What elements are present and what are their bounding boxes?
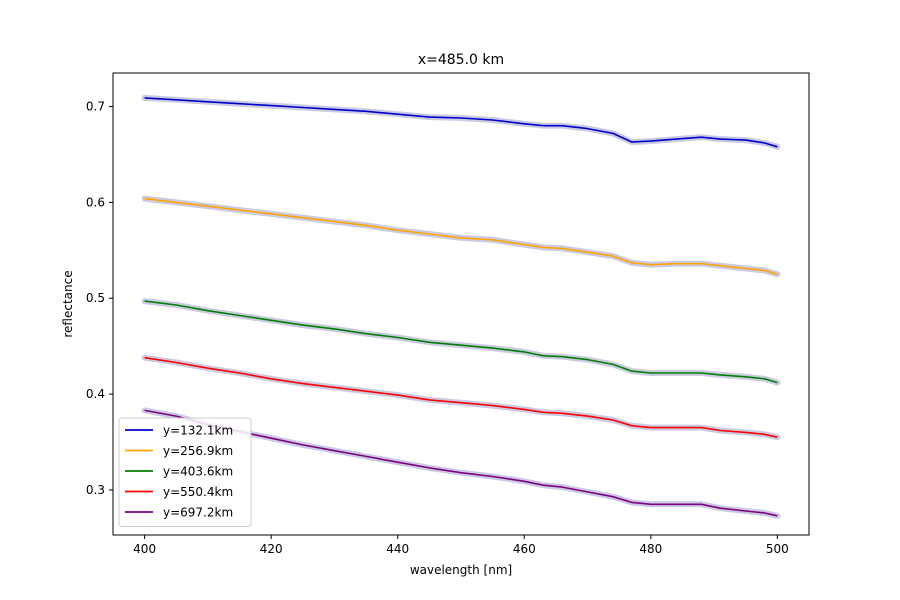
series-4 <box>141 354 781 441</box>
series-4-line <box>144 356 778 438</box>
legend: y=132.1km y=256.9km y=403.6km y=550.4km y=69… <box>118 417 252 527</box>
y-tick-label: 0.6 <box>86 195 105 209</box>
x-tick-label: 440 <box>386 542 409 556</box>
x-axis-label: wavelength [nm] <box>410 563 512 577</box>
series-3-line <box>144 300 778 384</box>
series-layer <box>141 94 781 519</box>
y-axis-label: reflectance <box>61 270 75 337</box>
chart-title: x=485.0 km <box>418 52 504 68</box>
series-1 <box>141 94 781 150</box>
x-tick-label: 420 <box>260 542 283 556</box>
legend-label: y=256.9km <box>163 444 233 458</box>
y-axis-ticks: 0.3 0.4 0.5 0.6 0.7 <box>86 100 113 497</box>
x-axis-ticks: 400 420 440 460 480 500 <box>133 535 789 556</box>
series-3 <box>141 298 781 386</box>
y-tick-label: 0.7 <box>86 100 105 114</box>
x-tick-label: 460 <box>513 542 536 556</box>
plot-area-frame <box>112 72 810 536</box>
y-tick-label: 0.4 <box>86 387 105 401</box>
legend-label: y=132.1km <box>163 424 233 438</box>
x-tick-label: 480 <box>639 542 662 556</box>
x-tick-label: 400 <box>133 542 156 556</box>
series-5-line <box>144 409 778 517</box>
y-tick-label: 0.3 <box>86 483 105 497</box>
series-5 <box>141 407 781 519</box>
series-2-line <box>144 197 778 276</box>
legend-label: y=697.2km <box>163 506 233 520</box>
legend-label: y=403.6km <box>163 465 233 479</box>
legend-label: y=550.4km <box>163 485 233 499</box>
series-1-line <box>144 97 778 148</box>
x-tick-label: 500 <box>766 542 789 556</box>
series-2 <box>141 195 781 278</box>
legend-box <box>118 417 252 527</box>
y-tick-label: 0.5 <box>86 291 105 305</box>
